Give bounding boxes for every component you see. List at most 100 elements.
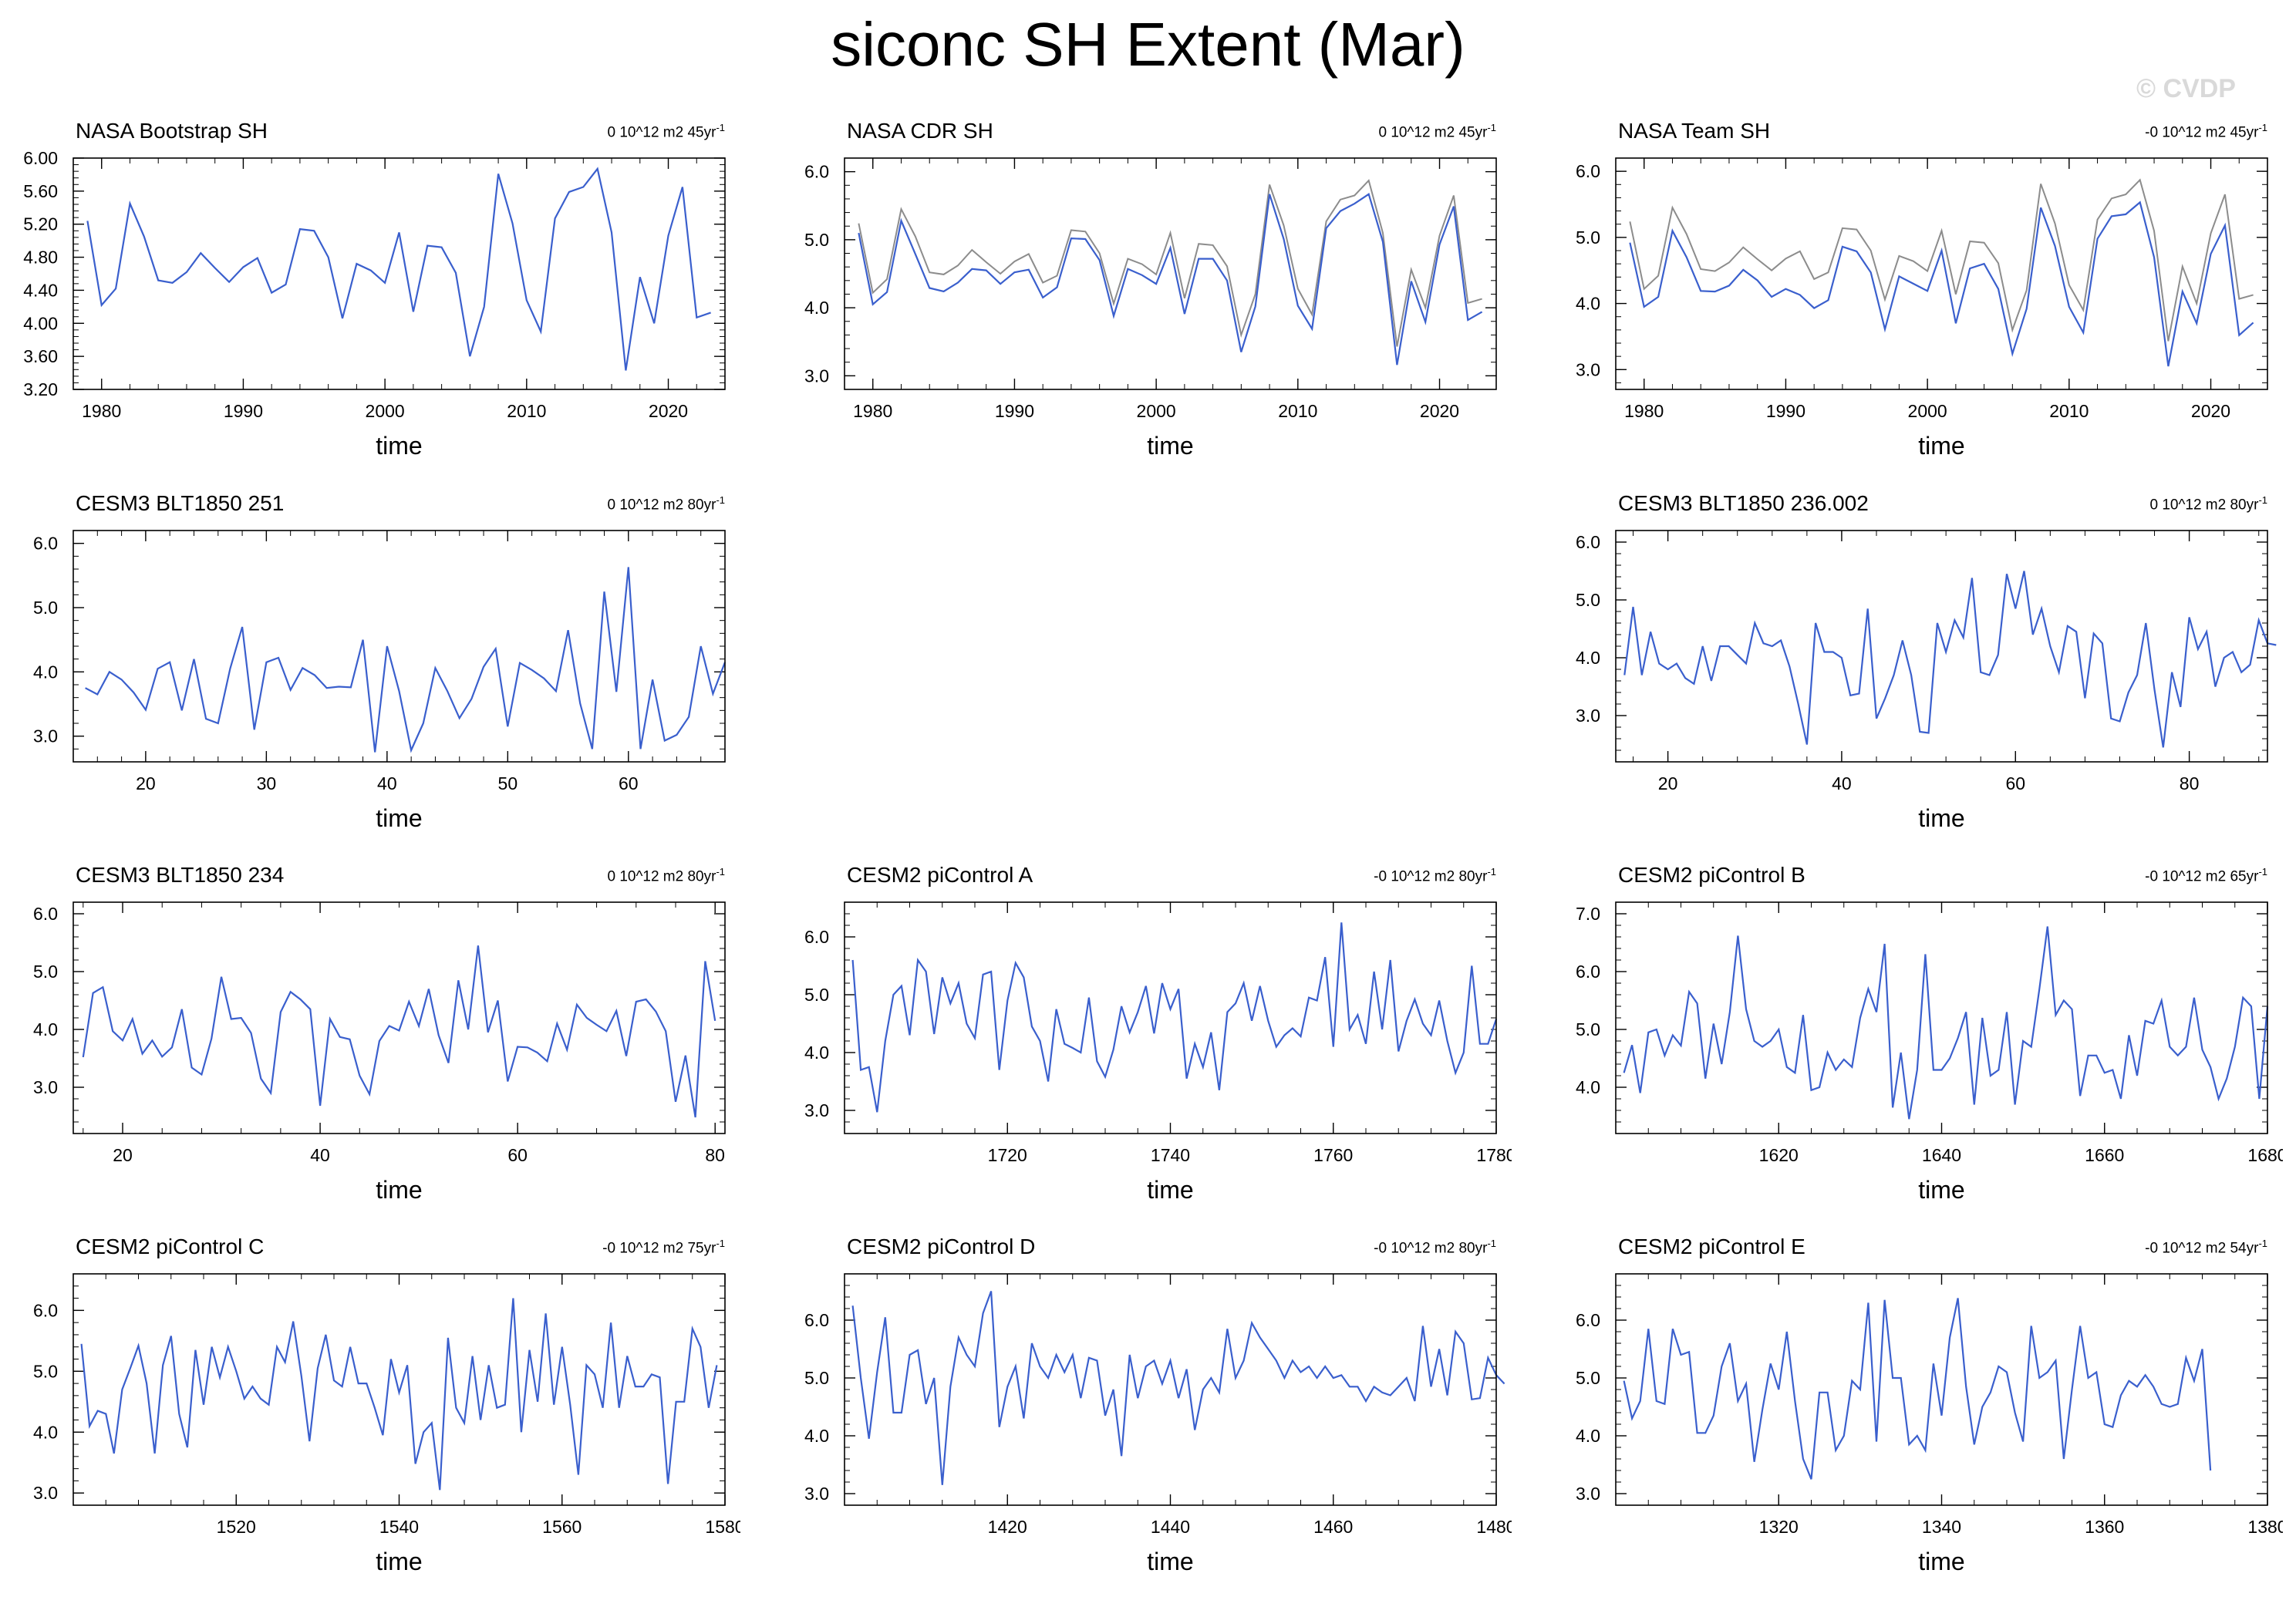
panel-title: NASA Team SH <box>1618 119 1771 143</box>
y-tick-label: 3.0 <box>33 726 58 746</box>
panel-title: CESM2 piControl C <box>76 1235 265 1258</box>
x-tick-label: 1620 <box>1759 1145 1799 1165</box>
line-chart: 20 40 60 80 3.0 4.0 5.0 6.0 time <box>33 901 726 1204</box>
panel-title: NASA Bootstrap SH <box>76 119 268 143</box>
x-tick-label: 1420 <box>988 1517 1027 1537</box>
panel-title: CESM2 piControl E <box>1618 1235 1805 1258</box>
y-tick-label: 3.0 <box>804 366 829 386</box>
x-tick-label: 1980 <box>1624 401 1664 421</box>
series-line <box>86 167 711 371</box>
trend-label: -0 10^12 m2 80yr-1 <box>1374 866 1496 885</box>
plot-frame <box>1615 1273 2268 1506</box>
chart-panel: 20 40 60 80 3.0 4.0 5.0 6.0 time CESM3 BLT1850 23… <box>0 860 740 1222</box>
chart-panel: 20 30 40 50 60 3.0 4.0 5.0 6.0 time CESM3 BLT1850 … <box>0 488 740 851</box>
x-tick-label: 40 <box>310 1145 330 1165</box>
y-tick-label: 3.0 <box>1576 1484 1600 1504</box>
x-tick-label: 80 <box>2180 773 2200 793</box>
y-tick-label: 5.0 <box>804 230 829 250</box>
chart-panel: 1720 1740 1760 1780 3.0 4.0 5.0 6.0 time CESM2 pi… <box>771 860 1512 1222</box>
minor-ticks <box>1615 901 2268 1134</box>
panel-title: CESM2 piControl B <box>1618 863 1805 887</box>
y-tick-label: 5.60 <box>23 181 58 201</box>
minor-ticks <box>73 901 725 1134</box>
y-tick-label: 6.0 <box>1576 962 1600 982</box>
line-chart: 1620 1640 1660 1680 4.0 5.0 6.0 7.0 time <box>1576 901 2283 1204</box>
plot-frame <box>1615 901 2268 1134</box>
y-tick-label: 4.40 <box>23 280 58 300</box>
y-tick-label: 3.0 <box>804 1484 829 1504</box>
y-tick-label: 5.0 <box>804 1368 829 1388</box>
plot-frame <box>1615 530 2268 763</box>
y-tick-label: 5.0 <box>1576 227 1600 248</box>
series-line <box>851 922 1498 1113</box>
x-tick-label: 1640 <box>1922 1145 1961 1165</box>
trend-exponent: -1 <box>2258 494 2267 506</box>
panel-title: CESM2 piControl A <box>847 863 1033 887</box>
y-tick-label: 6.0 <box>33 534 58 554</box>
chart-panel: 1420 1440 1460 1480 3.0 4.0 5.0 6.0 time CESM2 pi… <box>771 1231 1512 1594</box>
y-tick-label: 4.00 <box>23 313 58 333</box>
series-line <box>858 193 1483 366</box>
series-line <box>80 1298 718 1491</box>
x-tick-label: 1780 <box>1476 1145 1512 1165</box>
x-axis-label: time <box>1918 1548 1964 1575</box>
plot-frame <box>1615 157 2268 390</box>
minor-ticks <box>844 1273 1497 1506</box>
x-tick-label: 1720 <box>988 1145 1027 1165</box>
trend-label: -0 10^12 m2 65yr-1 <box>2145 866 2267 885</box>
x-tick-label: 1990 <box>995 401 1034 421</box>
x-tick-label: 2000 <box>1137 401 1176 421</box>
page-title: siconc SH Extent (Mar) <box>831 10 1465 79</box>
line-chart: 1980 1990 2000 2010 2020 3.0 4.0 5.0 6.0 time <box>804 157 1497 460</box>
minor-ticks <box>1615 1273 2268 1506</box>
x-tick-label: 1740 <box>1151 1145 1190 1165</box>
plot-frame <box>72 530 726 763</box>
line-chart: 20 40 60 80 3.0 4.0 5.0 6.0 time <box>1576 530 2277 832</box>
x-axis-label: time <box>376 1548 422 1575</box>
x-tick-label: 1980 <box>853 401 892 421</box>
trend-exponent: -1 <box>2258 1238 2267 1249</box>
x-tick-label: 1760 <box>1313 1145 1353 1165</box>
trend-exponent: -1 <box>1487 122 1496 133</box>
chart-panel: 1620 1640 1660 1680 4.0 5.0 6.0 7.0 time CESM2 pi… <box>1542 860 2283 1222</box>
x-axis-label: time <box>376 432 422 460</box>
plot-frame <box>72 901 726 1134</box>
trend-label: -0 10^12 m2 75yr-1 <box>602 1238 725 1257</box>
line-chart: 1420 1440 1460 1480 3.0 4.0 5.0 6.0 time <box>804 1273 1512 1575</box>
chart-panel: 20 40 60 80 3.0 4.0 5.0 6.0 time CESM3 BLT1850 23… <box>1542 488 2283 851</box>
y-tick-label: 6.0 <box>804 162 829 182</box>
y-tick-label: 6.0 <box>33 904 58 924</box>
y-tick-label: 3.0 <box>804 1100 829 1120</box>
y-tick-label: 4.0 <box>1576 1077 1600 1097</box>
y-tick-label: 4.0 <box>804 298 829 318</box>
x-tick-label: 20 <box>136 773 156 793</box>
x-tick-label: 2010 <box>2049 401 2089 421</box>
series-line <box>1629 200 2254 367</box>
minor-ticks <box>72 530 726 763</box>
trend-exponent: -1 <box>716 1238 725 1249</box>
x-tick-label: 30 <box>257 773 277 793</box>
plot-frame <box>72 1273 726 1506</box>
trend-label: 0 10^12 m2 45yr-1 <box>607 122 725 141</box>
trend-label: 0 10^12 m2 80yr-1 <box>2149 494 2267 514</box>
x-axis-label: time <box>1918 432 1964 460</box>
trend-exponent: -1 <box>716 866 725 878</box>
x-tick-label: 1660 <box>2085 1145 2124 1165</box>
x-tick-label: 2020 <box>2191 401 2230 421</box>
panel-title: CESM3 BLT1850 251 <box>76 491 285 515</box>
x-tick-label: 1680 <box>2247 1145 2283 1165</box>
x-tick-label: 80 <box>705 1145 725 1165</box>
x-tick-label: 1990 <box>1766 401 1805 421</box>
x-axis-label: time <box>1147 1548 1193 1575</box>
y-tick-label: 6.0 <box>1576 1310 1600 1330</box>
panel-title: CESM3 BLT1850 236.002 <box>1618 491 1869 515</box>
y-tick-label: 6.0 <box>804 927 829 947</box>
line-chart: 20 30 40 50 60 3.0 4.0 5.0 6.0 time <box>33 530 727 832</box>
trend-exponent: -1 <box>2258 866 2267 878</box>
y-tick-label: 3.20 <box>23 379 58 399</box>
x-tick-label: 1340 <box>1922 1517 1961 1537</box>
series-line <box>851 1291 1505 1485</box>
x-tick-label: 1540 <box>379 1517 419 1537</box>
plot-frame <box>844 1273 1497 1506</box>
line-chart: 1720 1740 1760 1780 3.0 4.0 5.0 6.0 time <box>804 901 1512 1204</box>
